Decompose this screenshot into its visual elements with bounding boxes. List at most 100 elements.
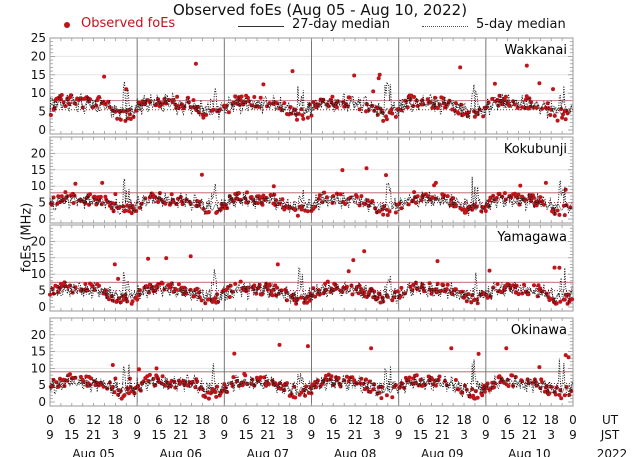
observed-point bbox=[552, 113, 557, 118]
observed-point bbox=[238, 279, 243, 284]
observed-point bbox=[73, 181, 78, 186]
observed-peak-point bbox=[524, 63, 529, 68]
observed-point bbox=[526, 292, 531, 297]
y-tick-label: 10 bbox=[31, 267, 46, 281]
observed-peak-point bbox=[102, 74, 107, 79]
observed-point bbox=[206, 396, 211, 401]
observed-point bbox=[233, 94, 238, 99]
observed-point bbox=[376, 76, 381, 81]
observed-point bbox=[329, 374, 334, 379]
observed-point bbox=[195, 379, 200, 384]
observed-point bbox=[491, 193, 496, 198]
x-tick-ut: 12 bbox=[522, 413, 537, 427]
observed-peak-point bbox=[369, 346, 374, 351]
observed-point bbox=[476, 351, 481, 356]
observed-point bbox=[285, 381, 289, 386]
observed-point bbox=[169, 192, 174, 197]
y-tick-label: 20 bbox=[31, 49, 46, 63]
observed-point bbox=[300, 113, 305, 118]
observed-point bbox=[213, 296, 218, 301]
observed-point bbox=[390, 395, 395, 400]
observed-point bbox=[359, 194, 364, 199]
observed-point bbox=[330, 94, 335, 99]
observed-point bbox=[176, 282, 181, 287]
observed-peak-point bbox=[377, 72, 382, 77]
observed-point bbox=[441, 283, 446, 287]
observed-point bbox=[262, 375, 267, 380]
observed-point bbox=[313, 204, 318, 209]
observed-peak-point bbox=[449, 346, 454, 351]
observed-point bbox=[195, 286, 200, 291]
y-tick-label: 20 bbox=[31, 328, 46, 342]
observed-point bbox=[413, 200, 418, 205]
x-tick-ut: 6 bbox=[504, 413, 512, 427]
observed-point bbox=[261, 82, 266, 87]
observed-point bbox=[472, 114, 477, 119]
y-tick-label: 10 bbox=[31, 86, 46, 100]
observed-point bbox=[560, 115, 565, 120]
observed-point bbox=[215, 292, 220, 297]
legend-observed-label: Observed foEs bbox=[81, 16, 176, 31]
observed-peak-point bbox=[435, 259, 440, 264]
observed-point bbox=[497, 191, 502, 196]
observed-point bbox=[123, 208, 128, 213]
observed-point bbox=[232, 351, 237, 356]
observed-point bbox=[414, 373, 419, 378]
legend-27day-label: 27-day median bbox=[292, 17, 391, 32]
median-5day-line bbox=[49, 358, 573, 399]
observed-point bbox=[324, 378, 329, 383]
observed-point bbox=[540, 380, 545, 385]
observed-point bbox=[280, 197, 285, 202]
observed-point bbox=[561, 112, 565, 117]
observed-point bbox=[121, 204, 126, 209]
observed-point bbox=[156, 200, 161, 204]
x-tick-jst: 21 bbox=[347, 428, 362, 442]
observed-peak-point bbox=[362, 249, 367, 254]
observed-point bbox=[71, 201, 76, 205]
observed-point bbox=[541, 202, 546, 207]
observed-point bbox=[506, 384, 511, 388]
observed-point bbox=[199, 298, 204, 303]
observed-point bbox=[434, 290, 439, 295]
observed-point bbox=[285, 298, 289, 303]
observed-point bbox=[552, 211, 557, 216]
x-tick-ut: 18 bbox=[369, 413, 384, 427]
observed-point bbox=[352, 73, 357, 78]
x-tick-ut: 6 bbox=[155, 413, 163, 427]
observed-point bbox=[103, 102, 108, 106]
observed-point bbox=[412, 95, 417, 99]
observed-peak-point bbox=[188, 254, 193, 259]
observed-point bbox=[350, 292, 355, 297]
observed-point bbox=[563, 353, 568, 358]
observed-point bbox=[123, 118, 128, 123]
observed-point bbox=[63, 190, 68, 195]
x-tick-ut: 12 bbox=[435, 413, 450, 427]
observed-point bbox=[371, 387, 376, 392]
observed-point bbox=[113, 376, 118, 381]
observed-point bbox=[395, 289, 400, 294]
x-tick-ut: 6 bbox=[329, 413, 337, 427]
observed-point bbox=[532, 283, 536, 288]
observed-point bbox=[336, 376, 341, 380]
observed-point bbox=[164, 256, 169, 261]
observed-point bbox=[359, 376, 364, 381]
x-row-label-jst: JST bbox=[600, 428, 620, 442]
observed-point bbox=[338, 192, 343, 197]
x-tick-jst: 21 bbox=[260, 428, 275, 442]
observed-point bbox=[293, 395, 298, 400]
observed-point bbox=[566, 355, 571, 360]
x-tick-jst: 9 bbox=[308, 428, 316, 442]
x-tick-jst: 3 bbox=[112, 428, 120, 442]
day-label: Aug 05 bbox=[72, 447, 115, 457]
observed-point bbox=[551, 87, 555, 92]
observed-point bbox=[483, 209, 488, 213]
observed-point bbox=[107, 297, 111, 302]
observed-point bbox=[176, 105, 181, 110]
observed-point bbox=[59, 93, 64, 97]
observed-point bbox=[522, 282, 526, 287]
x-tick-jst: 9 bbox=[133, 428, 141, 442]
observed-point bbox=[113, 109, 118, 114]
observed-point bbox=[132, 391, 137, 396]
observed-point bbox=[83, 282, 88, 286]
